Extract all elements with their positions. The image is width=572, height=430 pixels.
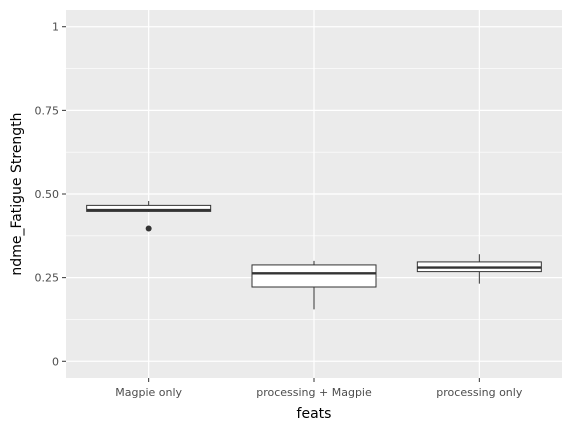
y-tick-label: 1 (52, 21, 59, 34)
box-iqr (251, 264, 377, 288)
y-axis-title: ndme_Fatigue Strength (9, 112, 25, 275)
y-tick-label: 0.75 (35, 104, 60, 117)
outlier-point (145, 225, 152, 232)
boxes (86, 201, 542, 310)
x-axis-title: feats (297, 406, 332, 422)
x-axis: Magpie only processing + Magpie processing… (115, 378, 523, 399)
box-iqr (86, 204, 212, 212)
box-magpie-only (86, 201, 212, 232)
x-tick-label: Magpie only (115, 386, 182, 399)
x-tick-label: processing + Magpie (256, 386, 372, 399)
y-tick-label: 0.50 (35, 188, 60, 201)
y-tick-label: 0.25 (35, 272, 60, 285)
x-tick-label: processing only (436, 386, 523, 399)
y-tick-label: 0 (52, 355, 59, 368)
y-axis: 0 0.25 0.50 0.75 1 (35, 21, 66, 368)
box-processing-only (416, 254, 542, 284)
box-processing-magpie (251, 260, 377, 310)
